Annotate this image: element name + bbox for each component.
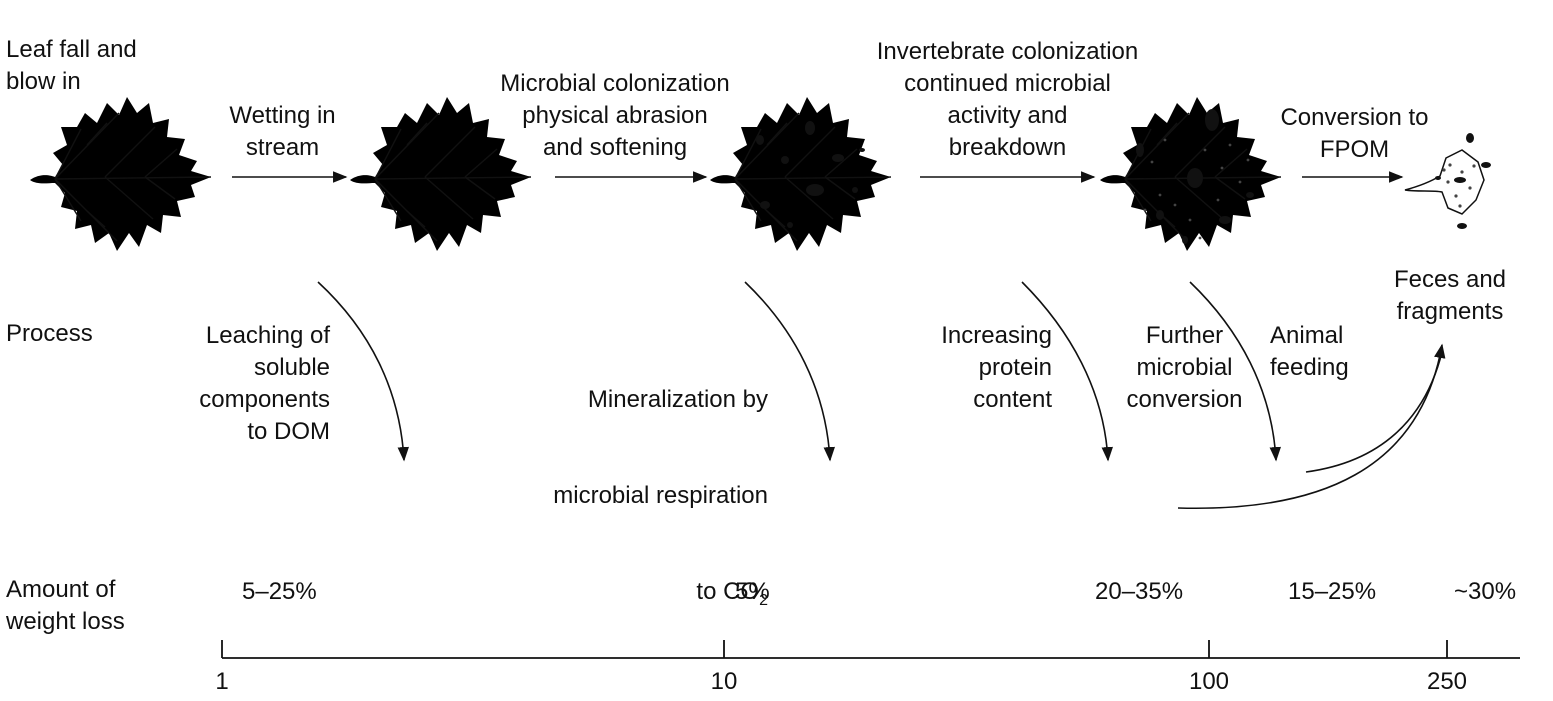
axis-tick-label: 1 [215,668,229,695]
weight-loss-value: 5% [735,578,770,605]
feces-arrow-inner [1305,351,1443,473]
mineralization-subscript: 2 [759,591,768,609]
leaching-arrow [317,281,410,462]
protein-arrow [1021,281,1114,462]
stage-label-wetting: Wetting in stream [229,102,336,161]
process-further-conversion: Further microbial conversion [1126,322,1243,413]
process-protein: Increasing protein content [941,322,1052,413]
mineralization-co-text: to CO [696,578,760,605]
process-row-label: Process [6,320,93,347]
mineralization-line-1: Mineralization by [587,386,768,413]
process-leaching: Leaching of soluble components to DOM [199,322,330,445]
weight-loss-value: ~30% [1454,578,1517,605]
mineralization-arrow [744,281,836,462]
feces-arrow-outer [1177,343,1446,510]
stage-label-conversion-fpom: Conversion to FPOM [1280,104,1429,163]
stage-label-invertebrate-colonization: Invertebrate colonization continued micr… [876,38,1139,161]
leaf-colonized-icon [709,96,892,252]
stage-label-microbial-colonization: Microbial colonization physical abrasion… [500,70,730,161]
axis-tick-label: 250 [1426,668,1468,695]
process-feces-fragments: Feces and fragments [1393,266,1507,325]
feeding-arrow [1189,281,1282,462]
stage-label-leaf-fall: Leaf fall and blow in [6,36,137,95]
process-mineralization: Mineralization by microbial respiration … [520,320,768,649]
leaf-intact-icon [29,96,212,252]
weight-loss-value: 20–35% [1095,578,1184,605]
weight-loss-row-label: Amount of weight loss [6,576,125,635]
leaf-fragmented-icon [1099,96,1282,252]
axis-tick-label: 10 [710,668,738,695]
mineralization-line-3: to CO2 [520,576,768,617]
weight-loss-value: 15–25% [1288,578,1377,605]
weight-loss-value: 5–25% [242,578,317,605]
mineralization-line-2: microbial respiration [553,482,768,509]
fpom-particles-icon [1404,133,1491,229]
process-animal-feeding: Animal feeding [1270,322,1349,381]
axis-tick-label: 100 [1188,668,1230,695]
